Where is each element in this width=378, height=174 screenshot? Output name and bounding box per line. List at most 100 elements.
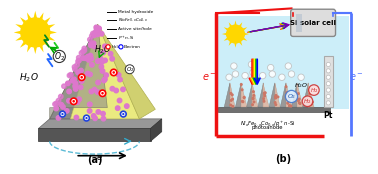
Circle shape (122, 113, 124, 115)
Circle shape (299, 102, 300, 104)
Circle shape (326, 62, 330, 66)
Circle shape (285, 63, 291, 69)
Circle shape (59, 102, 64, 107)
Circle shape (66, 81, 70, 86)
Circle shape (252, 104, 253, 105)
Circle shape (297, 100, 299, 101)
Polygon shape (39, 45, 43, 52)
Circle shape (60, 111, 65, 117)
Polygon shape (230, 83, 235, 107)
Circle shape (61, 105, 65, 109)
Polygon shape (242, 27, 247, 31)
Polygon shape (229, 41, 232, 46)
Polygon shape (14, 31, 21, 34)
Text: (a): (a) (87, 155, 102, 165)
Circle shape (253, 95, 255, 96)
Circle shape (93, 116, 97, 121)
Text: $H_2$: $H_2$ (304, 97, 311, 106)
Circle shape (76, 56, 81, 60)
Circle shape (326, 82, 330, 86)
Circle shape (275, 96, 276, 98)
Polygon shape (269, 83, 275, 107)
Polygon shape (263, 83, 269, 107)
Circle shape (73, 67, 77, 71)
Circle shape (259, 72, 266, 79)
Circle shape (102, 44, 107, 49)
Polygon shape (229, 22, 232, 27)
Text: $H_2O$: $H_2O$ (19, 71, 39, 84)
Circle shape (82, 46, 87, 51)
Polygon shape (234, 20, 237, 25)
Circle shape (275, 95, 277, 96)
Polygon shape (258, 83, 263, 107)
Circle shape (105, 44, 109, 49)
Circle shape (87, 109, 92, 113)
Circle shape (102, 78, 106, 83)
Circle shape (76, 59, 80, 64)
Circle shape (275, 104, 277, 105)
Circle shape (88, 37, 92, 42)
Circle shape (118, 77, 122, 82)
Circle shape (103, 58, 107, 63)
Circle shape (326, 101, 330, 105)
Polygon shape (44, 17, 51, 23)
Circle shape (242, 101, 243, 102)
Circle shape (121, 87, 125, 92)
Circle shape (84, 56, 88, 61)
Circle shape (253, 91, 254, 92)
Polygon shape (44, 41, 51, 48)
Circle shape (299, 103, 301, 104)
Circle shape (125, 65, 134, 74)
Circle shape (98, 56, 103, 61)
Circle shape (302, 96, 313, 106)
Circle shape (67, 98, 71, 103)
Circle shape (263, 92, 265, 94)
Circle shape (298, 98, 300, 100)
Circle shape (74, 115, 79, 120)
Polygon shape (39, 119, 162, 128)
Circle shape (59, 94, 63, 99)
Circle shape (67, 89, 71, 94)
Text: Hole: Hole (111, 45, 121, 49)
Circle shape (112, 71, 115, 74)
Polygon shape (15, 24, 23, 29)
Circle shape (240, 84, 242, 85)
Circle shape (95, 90, 100, 94)
Bar (296, 14, 302, 32)
Circle shape (75, 63, 79, 67)
Circle shape (89, 43, 93, 48)
Circle shape (81, 49, 85, 54)
Circle shape (65, 109, 69, 113)
Circle shape (230, 100, 232, 101)
Circle shape (96, 59, 100, 64)
Polygon shape (48, 24, 55, 29)
Polygon shape (244, 33, 249, 35)
Polygon shape (239, 22, 242, 27)
Circle shape (88, 42, 93, 47)
Circle shape (326, 69, 330, 73)
Circle shape (94, 27, 99, 32)
Circle shape (88, 53, 93, 58)
Circle shape (231, 63, 237, 69)
Circle shape (248, 61, 255, 68)
Circle shape (101, 92, 104, 94)
Circle shape (96, 28, 101, 32)
Polygon shape (34, 11, 37, 18)
Circle shape (96, 26, 101, 31)
Circle shape (53, 102, 57, 106)
Circle shape (286, 92, 288, 93)
Circle shape (72, 77, 76, 82)
FancyBboxPatch shape (291, 9, 336, 36)
Circle shape (86, 54, 90, 59)
Circle shape (268, 64, 274, 71)
Circle shape (285, 86, 287, 88)
Circle shape (288, 71, 295, 77)
Circle shape (230, 104, 231, 106)
Circle shape (62, 84, 66, 88)
Polygon shape (275, 83, 280, 107)
Circle shape (99, 90, 106, 96)
Circle shape (326, 94, 330, 98)
Circle shape (61, 113, 64, 115)
Circle shape (81, 56, 85, 60)
Polygon shape (39, 13, 43, 20)
